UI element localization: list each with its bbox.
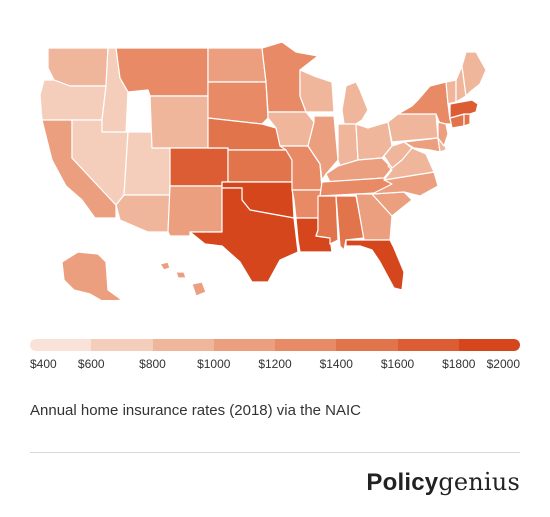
state-washington: Washington [47, 47, 109, 87]
brand-part-genius: genius [438, 468, 520, 496]
state-south-dakota: South Dakota [207, 81, 269, 125]
state-vermont: Vermont [445, 79, 457, 105]
state-texas: Texas [189, 187, 299, 283]
state-arizona: Arizona [115, 194, 171, 233]
divider [30, 452, 520, 453]
state-hawaii: Hawaii [159, 261, 207, 297]
state-florida: Florida [345, 239, 405, 291]
legend-swatch-2 [152, 339, 214, 351]
legend-tick: $1200 [258, 357, 292, 371]
state-new-mexico: New Mexico [167, 185, 223, 237]
caption: Annual home insurance rates (2018) via t… [30, 402, 362, 419]
policygenius-logo: Policygenius [366, 468, 520, 497]
state-north-carolina: North Carolina [371, 171, 439, 197]
state-oregon: Oregon [39, 79, 107, 121]
legend-color-bar [30, 339, 520, 351]
state-wyoming: Wyoming [149, 95, 209, 149]
legend-tick: $800 [139, 357, 166, 371]
state-maine: Maine [461, 51, 487, 97]
legend-tick: $1600 [380, 357, 415, 371]
legend-tick: $1800 [442, 357, 476, 371]
legend-tick-labels: $400 $600 $800 $1000 $1200 $1400 $1600 $1800 $20… [0, 357, 550, 373]
legend-swatch-4 [275, 339, 337, 351]
legend-swatch-7 [458, 339, 520, 351]
state-west-virginia: West Virginia [383, 141, 413, 169]
legend-tick: $400 [30, 357, 57, 371]
state-michigan: Michigan [341, 81, 369, 125]
legend-swatch-3 [213, 339, 275, 351]
legend-swatch-1 [91, 339, 153, 351]
state-new-jersey: New Jersey [437, 121, 449, 147]
state-alaska: Alaska [61, 251, 123, 300]
state-pennsylvania: Pennsylvania [387, 113, 439, 143]
state-indiana: Indiana [337, 123, 359, 167]
legend-tick: $1400 [319, 357, 353, 371]
us-choropleth-map: Washington Oregon California Nevada Idah… [39, 41, 487, 300]
state-montana: Montana [115, 47, 209, 97]
state-massachusetts: Massachusetts [449, 99, 479, 119]
state-colorado: Colorado [169, 147, 229, 187]
state-mississippi: Mississippi [315, 195, 339, 245]
legend-swatch-6 [397, 339, 459, 351]
brand-part-policy: Policy [366, 469, 439, 496]
legend-tick: $1000 [197, 357, 231, 371]
state-illinois: Illinois [307, 115, 339, 181]
legend-tick: $2000 [486, 357, 520, 371]
legend-swatch-0 [30, 339, 92, 351]
legend-swatch-5 [336, 339, 398, 351]
legend-tick: $600 [77, 357, 105, 371]
state-georgia: Georgia [355, 193, 393, 241]
state-north-dakota: North Dakota [207, 47, 267, 83]
state-kansas: Kansas [227, 149, 293, 183]
state-maryland: Maryland [403, 137, 441, 153]
state-wisconsin: Wisconsin [299, 69, 335, 113]
state-rhode-island: Rhode Island [463, 113, 471, 127]
